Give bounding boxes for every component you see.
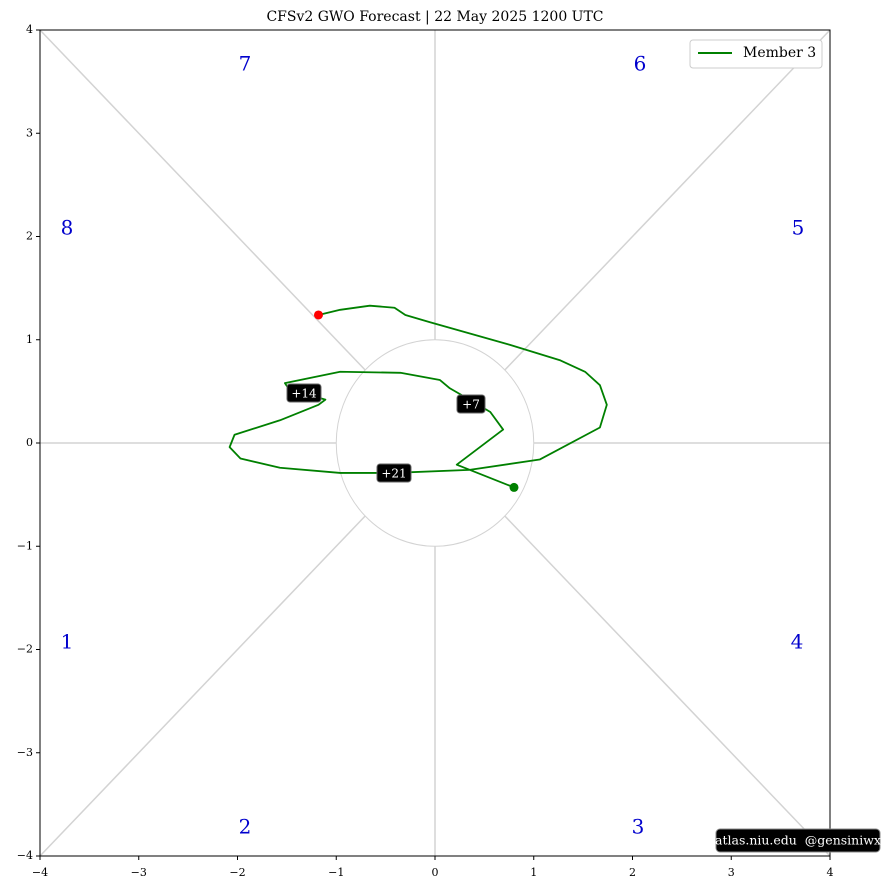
x-tick-label: −1 bbox=[328, 866, 344, 879]
x-tick-label: 2 bbox=[629, 866, 636, 879]
x-tick-label: 4 bbox=[827, 866, 834, 879]
day-label: +21 bbox=[381, 467, 406, 481]
watermark-box bbox=[715, 828, 881, 853]
day-label-box bbox=[376, 463, 412, 483]
x-tick-label: 1 bbox=[530, 866, 537, 879]
legend-label: Member 3 bbox=[743, 45, 816, 61]
x-tick-label: −4 bbox=[32, 866, 48, 879]
phase-label: 1 bbox=[61, 630, 74, 654]
y-tick-label: −3 bbox=[17, 746, 33, 759]
guide-line bbox=[39, 515, 366, 857]
phase-label: 8 bbox=[61, 216, 74, 240]
phase-label: 2 bbox=[239, 815, 252, 839]
y-tick-label: 3 bbox=[26, 126, 33, 139]
guide-line bbox=[504, 29, 831, 371]
day-label: +7 bbox=[462, 398, 480, 412]
series-line bbox=[228, 304, 608, 489]
guide-line bbox=[39, 29, 366, 371]
day-label-box bbox=[456, 394, 486, 414]
unit-circle bbox=[335, 339, 535, 547]
y-tick-label: 4 bbox=[26, 23, 33, 36]
legend-box bbox=[689, 39, 823, 69]
day-label-box bbox=[286, 383, 322, 403]
x-tick-label: −2 bbox=[229, 866, 245, 879]
y-tick-label: 2 bbox=[26, 230, 33, 243]
phase-label: 7 bbox=[239, 52, 252, 76]
watermark: atlas.niu.edu @gensiniwx bbox=[715, 833, 881, 848]
end-marker bbox=[313, 310, 323, 320]
phase-label: 6 bbox=[634, 52, 647, 76]
y-tick-label: −1 bbox=[17, 539, 33, 552]
y-tick-label: −2 bbox=[17, 643, 33, 656]
y-tick-label: −4 bbox=[17, 849, 33, 862]
x-tick-label: −3 bbox=[131, 866, 147, 879]
start-marker bbox=[509, 482, 519, 492]
y-tick-label: 1 bbox=[26, 333, 33, 346]
x-tick-label: 3 bbox=[728, 866, 735, 879]
guide-line bbox=[504, 515, 831, 857]
phase-label: 3 bbox=[632, 815, 645, 839]
y-tick-label: 0 bbox=[26, 436, 33, 449]
phase-label: 4 bbox=[791, 630, 804, 654]
chart-title: CFSv2 GWO Forecast | 22 May 2025 1200 UT… bbox=[266, 9, 603, 25]
phase-label: 5 bbox=[792, 216, 805, 240]
day-label: +14 bbox=[291, 387, 317, 401]
x-tick-label: 0 bbox=[432, 866, 439, 879]
